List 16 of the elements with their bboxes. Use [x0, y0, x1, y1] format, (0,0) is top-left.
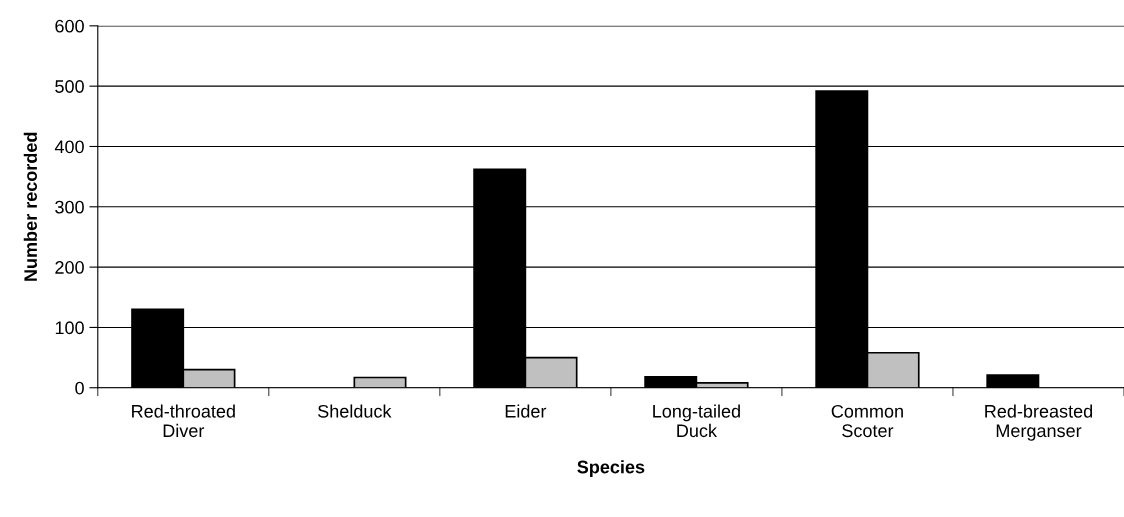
x-tick-label: Long-tailed Duck [653, 404, 740, 438]
x-tick-label: Eider [505, 404, 547, 418]
y-axis-title: Number recorded [23, 132, 38, 281]
x-tick-label: Red-breasted Merganser [985, 404, 1093, 441]
y-tick-label: 300 [55, 200, 84, 214]
y-tick-label: 100 [55, 321, 84, 335]
x-tick-label: Shelduck [318, 404, 392, 418]
y-tick-label: 200 [55, 261, 84, 274]
y-tick-label: 500 [55, 80, 84, 93]
bar [986, 374, 1040, 388]
x-tick-label: Red-throated Diver [132, 404, 235, 438]
y-tick-label: 600 [55, 19, 84, 33]
x-axis-title: Species [577, 460, 645, 477]
x-tick-label: Common Scoter [831, 404, 903, 438]
y-tick-label: 0 [75, 381, 84, 395]
y-tick-label: 400 [54, 140, 84, 154]
